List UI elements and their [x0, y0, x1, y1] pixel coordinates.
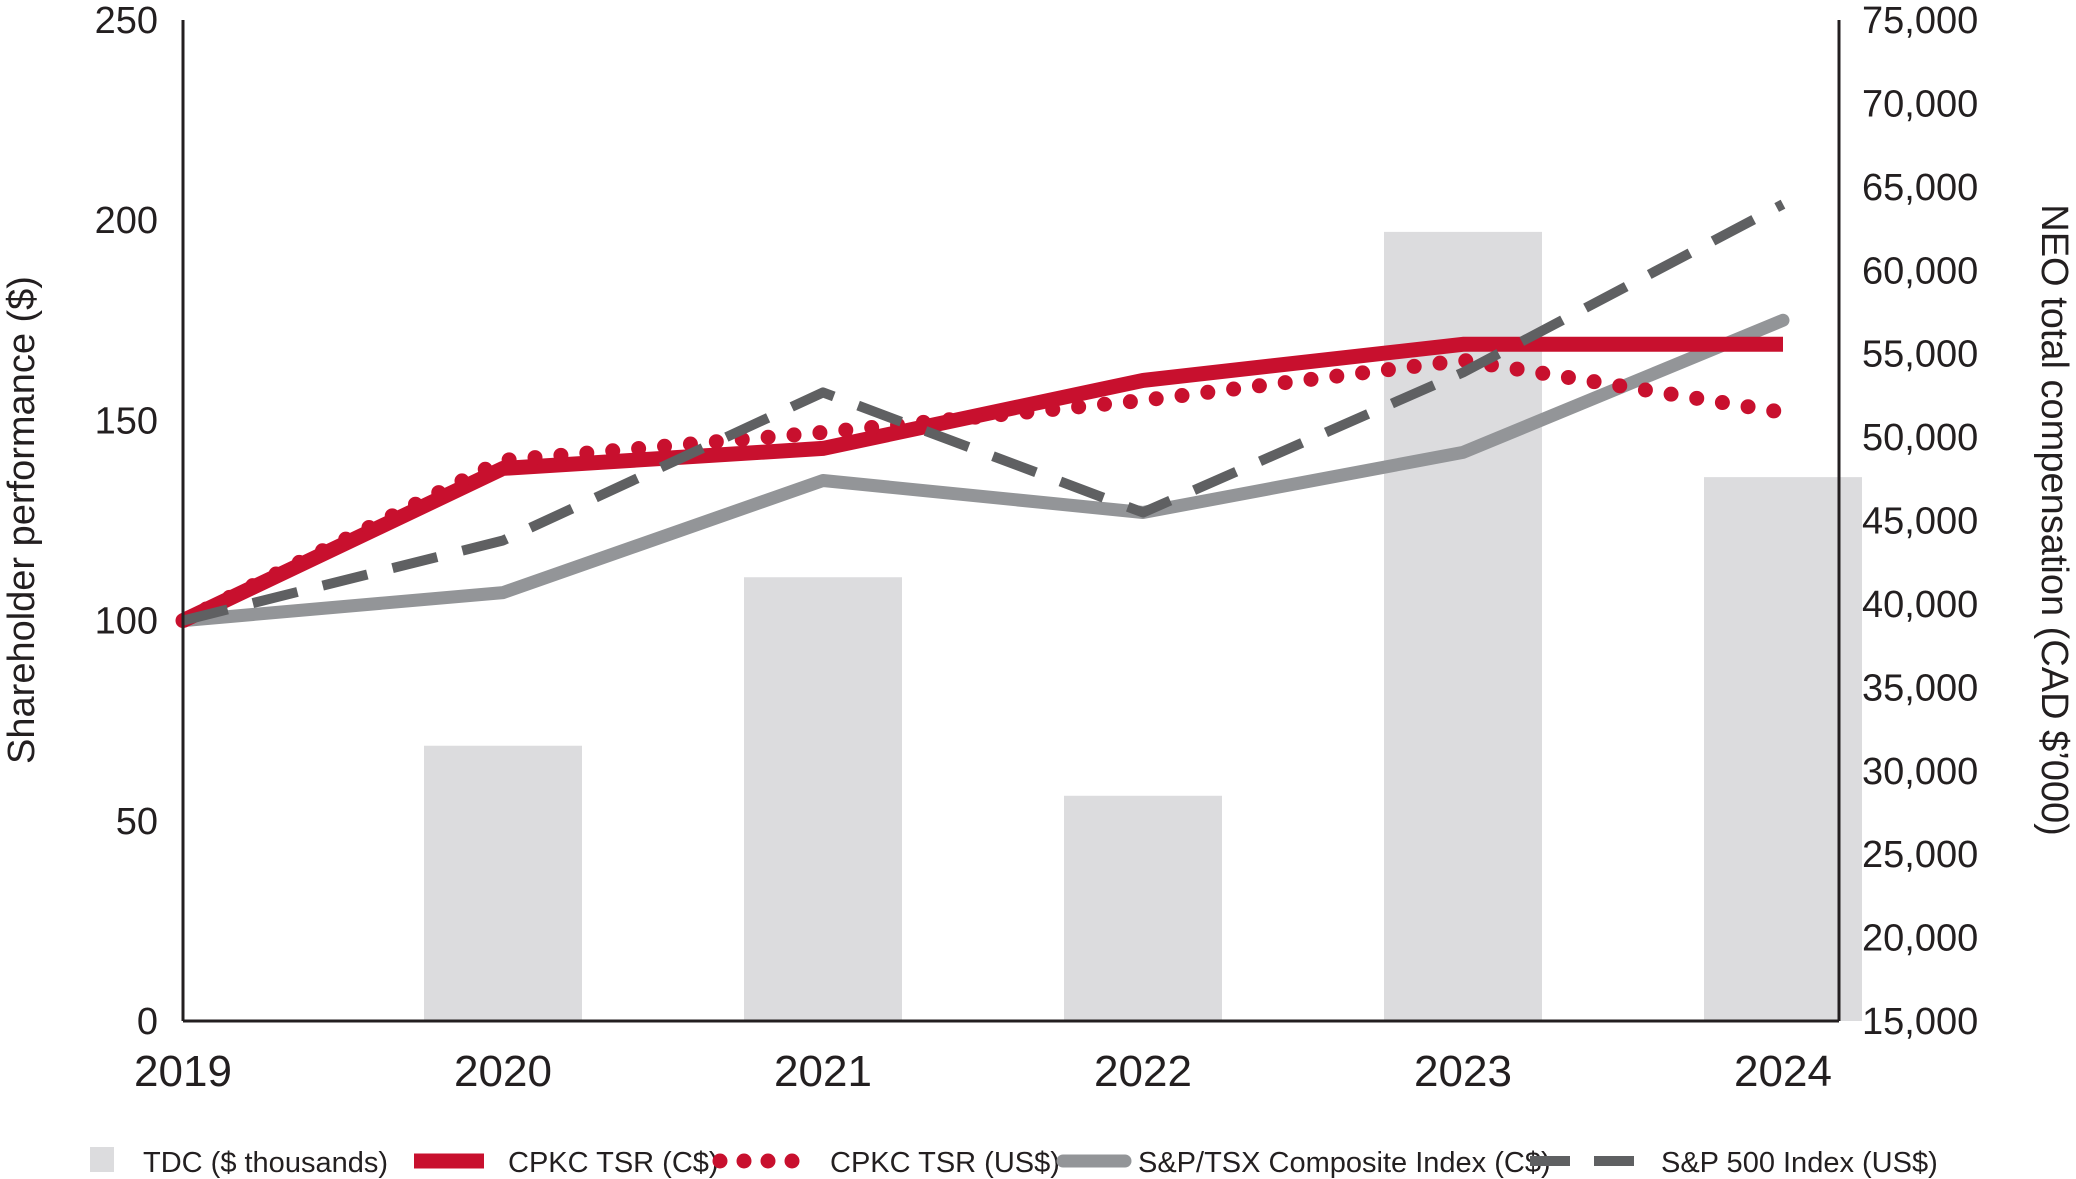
x-tick-label: 2019 [134, 1047, 232, 1096]
right-tick-label: 20,000 [1862, 918, 1978, 960]
legend: TDC ($ thousands) CPKC TSR (C$) CPKC TSR (… [90, 1147, 1938, 1179]
right-tick-label: 30,000 [1862, 751, 1978, 793]
ticks-layer: 0 50 100 150 200 250 15,000 20,000 25,000 30,000 3… [95, 0, 1979, 1096]
legend-label-s-p-tsx-composite-index-c-: S&P/TSX Composite Index (C$) [1138, 1147, 1551, 1179]
left-tick-label: 150 [95, 400, 158, 442]
right-tick-label: 50,000 [1862, 417, 1978, 459]
x-tick-label: 2023 [1414, 1047, 1512, 1096]
right-tick-label: 75,000 [1862, 0, 1978, 42]
x-tick-label: 2020 [454, 1047, 552, 1096]
bar-2024 [1704, 477, 1862, 1022]
right-tick-label: 65,000 [1862, 167, 1978, 209]
right-tick-label: 55,000 [1862, 334, 1978, 376]
left-tick-label: 0 [137, 1001, 158, 1043]
right-tick-label: 60,000 [1862, 250, 1978, 292]
x-tick-label: 2022 [1094, 1047, 1192, 1096]
bar-2021 [744, 577, 902, 1021]
left-tick-label: 100 [95, 601, 158, 643]
right-tick-label: 25,000 [1862, 834, 1978, 876]
series-line-cpkc-tsr-c- [179, 336, 1783, 628]
right-axis-title: NEO total compensation (CAD $’000) [2033, 204, 2075, 836]
right-tick-label: 35,000 [1862, 667, 1978, 709]
legend-swatch-tdc [90, 1147, 114, 1172]
legend-label-s-p-500-index-us-: S&P 500 Index (US$) [1661, 1147, 1938, 1179]
lines-layer [175, 199, 1791, 629]
right-tick-label: 40,000 [1862, 584, 1978, 626]
right-tick-label: 15,000 [1862, 1001, 1978, 1043]
right-tick-label: 45,000 [1862, 501, 1978, 543]
left-tick-label: 200 [95, 200, 158, 242]
legend-label-cpkc-tsr-us-: CPKC TSR (US$) [830, 1147, 1060, 1179]
left-tick-label: 250 [95, 0, 158, 42]
right-tick-label: 70,000 [1862, 83, 1978, 125]
left-axis-title: Shareholder performance ($) [1, 276, 43, 764]
legend-label-cpkc-tsr-c-: CPKC TSR (C$) [508, 1147, 719, 1179]
axes-layer [181, 20, 1841, 1023]
x-tick-label: 2021 [774, 1047, 872, 1096]
bar-2020 [424, 745, 582, 1021]
legend-label-tdc: TDC ($ thousands) [143, 1147, 388, 1179]
left-tick-label: 50 [116, 801, 158, 843]
bar-2022 [1064, 795, 1222, 1021]
series-line-cpkc-tsr-us- [175, 352, 1791, 629]
x-tick-label: 2024 [1734, 1047, 1832, 1096]
series-line-s-p-tsx-composite-index-c- [176, 313, 1790, 628]
